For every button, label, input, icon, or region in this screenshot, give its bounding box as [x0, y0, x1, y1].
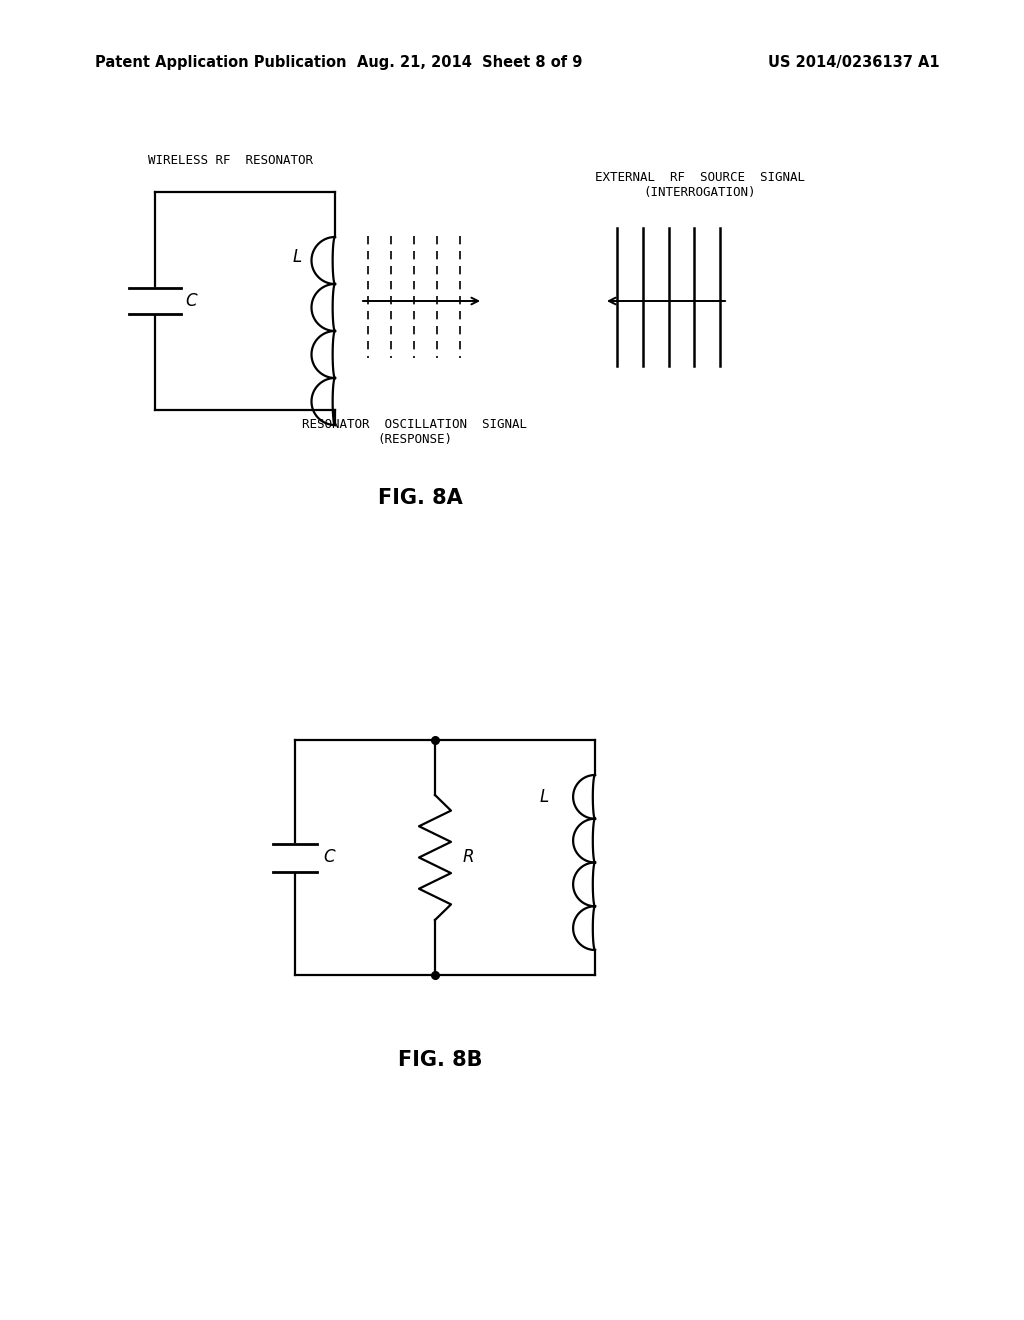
Text: C: C [323, 849, 335, 866]
Text: R: R [463, 849, 474, 866]
Text: EXTERNAL  RF  SOURCE  SIGNAL
(INTERROGATION): EXTERNAL RF SOURCE SIGNAL (INTERROGATION… [595, 172, 805, 199]
Text: RESONATOR  OSCILLATION  SIGNAL
(RESPONSE): RESONATOR OSCILLATION SIGNAL (RESPONSE) [302, 418, 527, 446]
Text: Patent Application Publication: Patent Application Publication [95, 54, 346, 70]
Text: FIG. 8B: FIG. 8B [397, 1049, 482, 1071]
Text: US 2014/0236137 A1: US 2014/0236137 A1 [768, 54, 940, 70]
Text: FIG. 8A: FIG. 8A [378, 488, 463, 508]
Text: WIRELESS RF  RESONATOR: WIRELESS RF RESONATOR [147, 153, 312, 166]
Text: L: L [540, 788, 549, 807]
Text: Aug. 21, 2014  Sheet 8 of 9: Aug. 21, 2014 Sheet 8 of 9 [357, 54, 583, 70]
Text: L: L [293, 248, 302, 267]
Text: C: C [185, 292, 197, 310]
